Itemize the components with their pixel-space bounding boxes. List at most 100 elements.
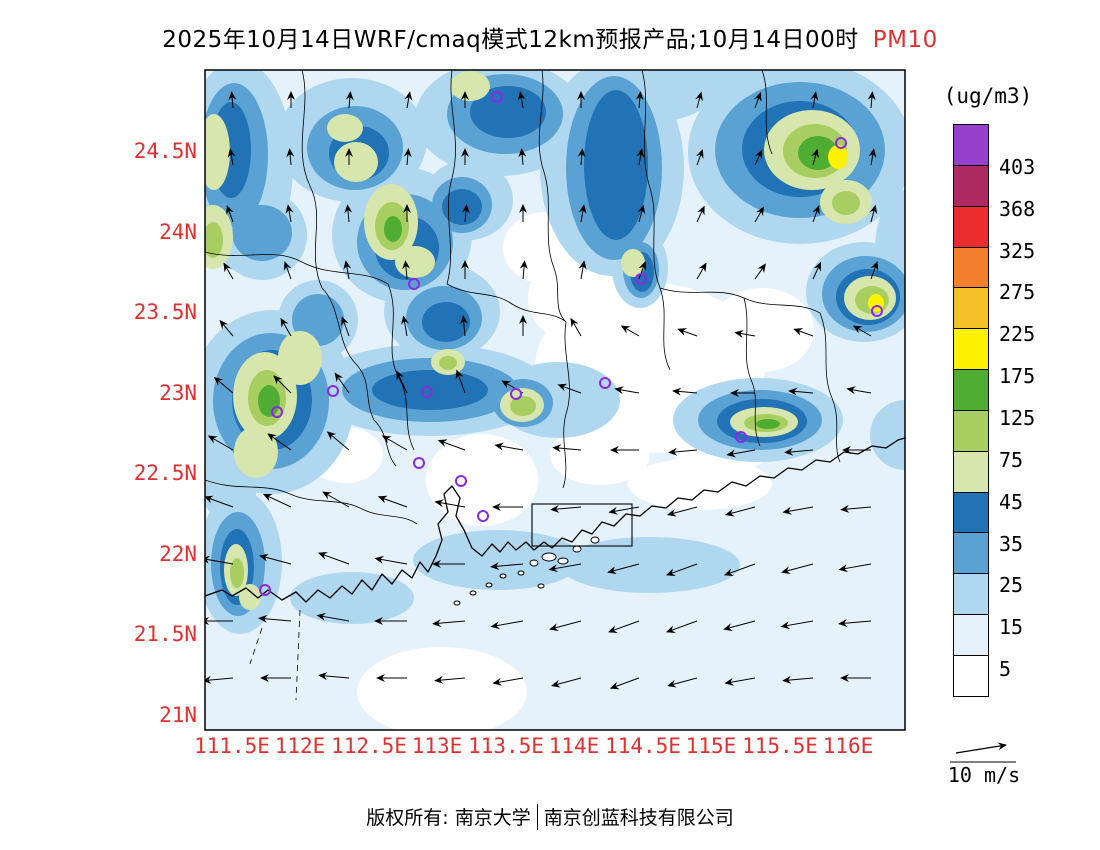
station-marker (635, 273, 647, 285)
wind-arrow (811, 148, 819, 166)
wind-arrow (549, 620, 582, 632)
wind-arrow (267, 433, 292, 451)
wind-arrow (223, 262, 234, 280)
wind-arrow (608, 506, 640, 515)
coastline (205, 437, 905, 603)
wind-arrow (723, 563, 756, 576)
lat-label: 24.5N (134, 139, 197, 163)
lat-label: 23N (159, 381, 197, 405)
wind-arrow (870, 261, 879, 280)
wind-arrow (548, 563, 582, 573)
wind-arrow (753, 92, 762, 109)
lat-label: 22.5N (134, 461, 197, 485)
wind-arrow (318, 672, 350, 681)
wind-arrow (868, 148, 877, 166)
station-marker (413, 457, 425, 469)
wind-arrow (459, 315, 468, 337)
copyright-right: 南京创蓝科技有限公司 (543, 807, 734, 829)
wind-arrow (461, 204, 470, 223)
copyright-footer: 版权所有: 南京大学 南京创蓝科技有限公司 (0, 803, 1100, 830)
colorbar-box (953, 491, 989, 534)
wind-arrow (614, 386, 640, 395)
station-marker (259, 584, 271, 596)
lon-label: 116E (823, 734, 874, 758)
wind-arrow (227, 148, 236, 166)
wind-arrow (552, 444, 582, 453)
wind-arrow (396, 370, 408, 394)
wind-arrow (636, 148, 645, 166)
lat-label: 23.5N (134, 300, 197, 324)
wind-arrow (381, 435, 408, 451)
wind-arrow (838, 563, 872, 573)
map-frame (204, 69, 906, 731)
region-box (531, 503, 633, 547)
wind-arrow (695, 91, 703, 109)
wind-arrow (205, 495, 234, 508)
colorbar-tick-label: 25 (999, 573, 1024, 598)
lon-label: 112.5E (331, 734, 407, 758)
wind-arrow (578, 204, 587, 223)
wind-arrow (754, 149, 763, 166)
wind-arrow (455, 369, 466, 394)
wind-arrow (343, 260, 352, 280)
wind-arrow (667, 506, 698, 517)
title-text: 2025年10月14日WRF/cmaq模式12km预报产品;10月14日00时 (162, 27, 859, 53)
colorbar-tick-label: 325 (999, 238, 1036, 263)
islands (453, 536, 600, 606)
wind-arrow (344, 204, 353, 223)
wind-arrow (285, 204, 294, 223)
wind-arrow (635, 91, 644, 109)
wind-arrow (492, 677, 524, 686)
station-marker (455, 475, 467, 487)
wind-arrow (607, 563, 640, 575)
wind-arrow (840, 504, 872, 513)
wind-arrow (570, 317, 582, 337)
wind-arrow (667, 677, 698, 688)
wind-arrow (668, 447, 698, 456)
wind-arrow (334, 372, 350, 394)
footer-divider (536, 803, 538, 830)
wind-arrow (725, 506, 756, 517)
wind-arrow (734, 329, 756, 338)
colorbar-box (953, 532, 989, 575)
wind-vector-layer (205, 91, 879, 690)
wind-arrow (258, 614, 292, 623)
wind-arrow (696, 262, 707, 280)
wind-arrow (665, 620, 698, 633)
wind-arrow (374, 555, 408, 565)
colorbar-tick-label: 15 (999, 615, 1024, 640)
wind-arrow (637, 204, 646, 223)
wind-arrow (326, 431, 350, 451)
wind-arrow (316, 612, 350, 622)
wind-arrow (754, 263, 766, 280)
colorbar-tick-label: 368 (999, 196, 1036, 221)
contour-level-45 (205, 71, 896, 610)
wind-arrow (557, 383, 582, 394)
wind-arrow (341, 316, 350, 337)
station-marker (510, 388, 522, 400)
wind-arrow (793, 328, 814, 337)
wind-arrow (437, 439, 466, 451)
wind-arrow (494, 442, 524, 451)
wind-arrow (322, 491, 350, 508)
lat-label: 22N (159, 542, 197, 566)
colorbar-tick-label: 45 (999, 489, 1024, 514)
lat-label: 21N (159, 703, 197, 727)
colorbar-box (953, 450, 989, 493)
colorbar-box (953, 614, 989, 656)
wind-arrow (262, 493, 292, 508)
admin-boundaries (205, 70, 841, 701)
wind-arrow (665, 563, 698, 576)
wind-arrow (550, 504, 582, 513)
wind-arrow (317, 552, 350, 565)
wind-arrow (280, 317, 292, 337)
wind-arrow (723, 620, 756, 632)
wind-arrow (784, 447, 814, 456)
wind-arrow (205, 675, 234, 684)
colorbar-box (953, 409, 989, 452)
wind-arrow (283, 261, 292, 280)
wind-legend-label: 10 m/s (948, 763, 1020, 787)
